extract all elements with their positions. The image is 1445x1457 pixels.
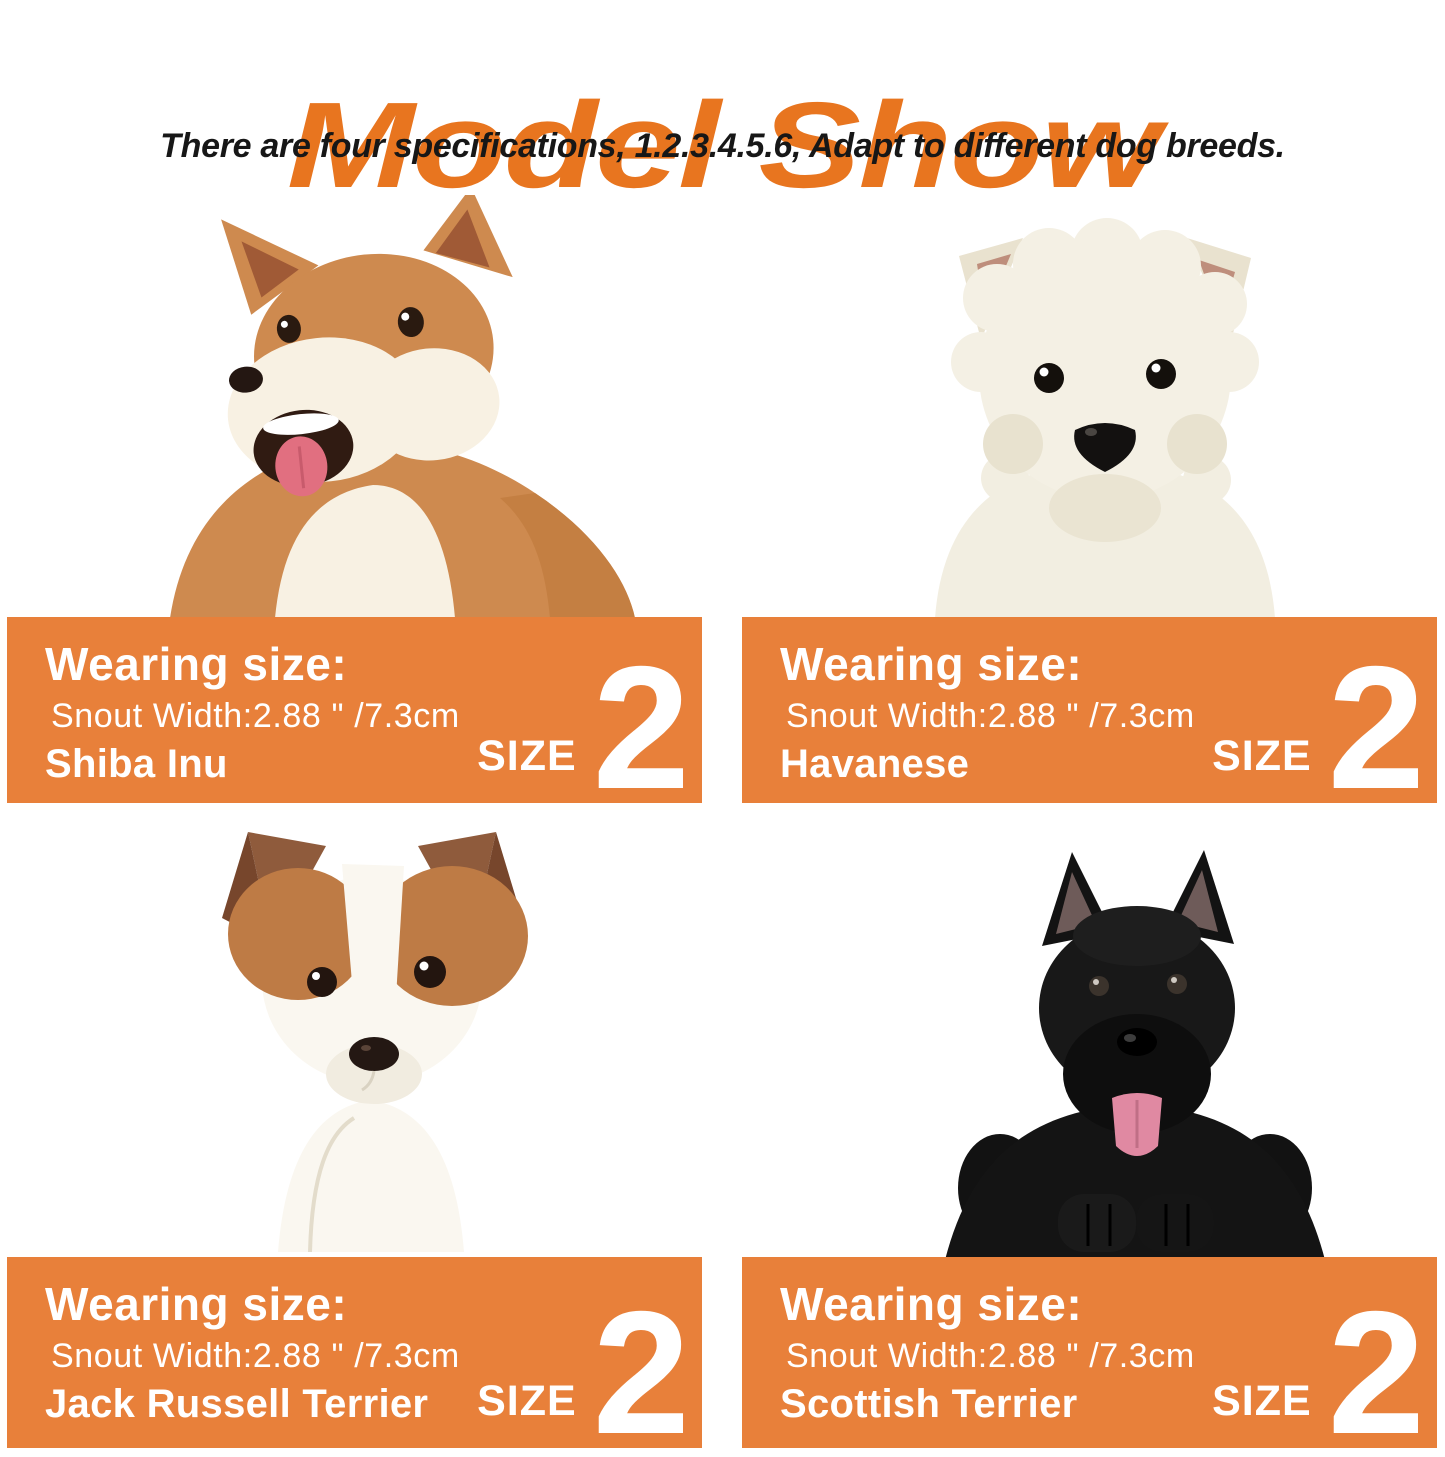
wearing-size-label: Wearing size: — [780, 638, 1083, 690]
banner-text-block: Wearing size: Snout Width:2.88 " /7.3cm … — [45, 637, 502, 787]
size-group: SIZE 2 — [477, 630, 690, 826]
havanese-illustration — [935, 218, 1275, 618]
size-group: SIZE 2 — [1212, 630, 1425, 826]
wearing-size-label: Wearing size: — [45, 638, 348, 690]
snout-width-value: Snout Width:2.88 " /7.3cm — [786, 697, 1195, 735]
snout-width-value: Snout Width:2.88 " /7.3cm — [51, 1337, 460, 1375]
banner-text-block: Wearing size: Snout Width:2.88 " /7.3cm … — [780, 637, 1237, 787]
breed-name: Shiba Inu — [45, 742, 228, 786]
wearing-size-label: Wearing size: — [45, 1278, 348, 1330]
size-group: SIZE 2 — [1212, 1275, 1425, 1457]
size-label: SIZE — [1212, 1377, 1312, 1425]
size-number: 2 — [592, 1275, 690, 1457]
jack-russell-illustration — [222, 832, 528, 1252]
breed-name: Scottish Terrier — [780, 1382, 1078, 1426]
size-banner-shiba-inu: Wearing size: Snout Width:2.88 " /7.3cm … — [7, 617, 702, 826]
wearing-size-label: Wearing size: — [780, 1278, 1083, 1330]
size-banner-jack-russell-terrier: Wearing size: Snout Width:2.88 " /7.3cm … — [7, 1257, 702, 1457]
size-number: 2 — [1327, 630, 1425, 826]
banner-text-block: Wearing size: Snout Width:2.88 " /7.3cm … — [45, 1277, 502, 1427]
shiba-inu-photo — [95, 195, 715, 618]
size-label: SIZE — [477, 1377, 577, 1425]
size-label: SIZE — [477, 732, 577, 780]
scottish-terrier-photo — [920, 848, 1350, 1260]
scottish-terrier-illustration — [945, 850, 1325, 1260]
size-number: 2 — [592, 630, 690, 826]
size-banner-scottish-terrier: Wearing size: Snout Width:2.88 " /7.3cm … — [742, 1257, 1437, 1457]
snout-width-value: Snout Width:2.88 " /7.3cm — [786, 1337, 1195, 1375]
size-group: SIZE 2 — [477, 1275, 690, 1457]
snout-width-value: Snout Width:2.88 " /7.3cm — [51, 697, 460, 735]
size-number: 2 — [1327, 1275, 1425, 1457]
size-banner-havanese: Wearing size: Snout Width:2.88 " /7.3cm … — [742, 617, 1437, 826]
breed-name: Jack Russell Terrier — [45, 1382, 429, 1426]
banner-text-block: Wearing size: Snout Width:2.88 " /7.3cm … — [780, 1277, 1237, 1427]
jack-russell-terrier-photo — [160, 812, 580, 1252]
shiba-inu-illustration — [170, 195, 635, 618]
havanese-photo — [885, 212, 1325, 618]
page-subtitle: There are four specifications, 1.2.3.4.5… — [160, 127, 1285, 165]
size-label: SIZE — [1212, 732, 1312, 780]
page-title: Model Show — [286, 76, 1161, 213]
breed-name: Havanese — [780, 742, 970, 786]
